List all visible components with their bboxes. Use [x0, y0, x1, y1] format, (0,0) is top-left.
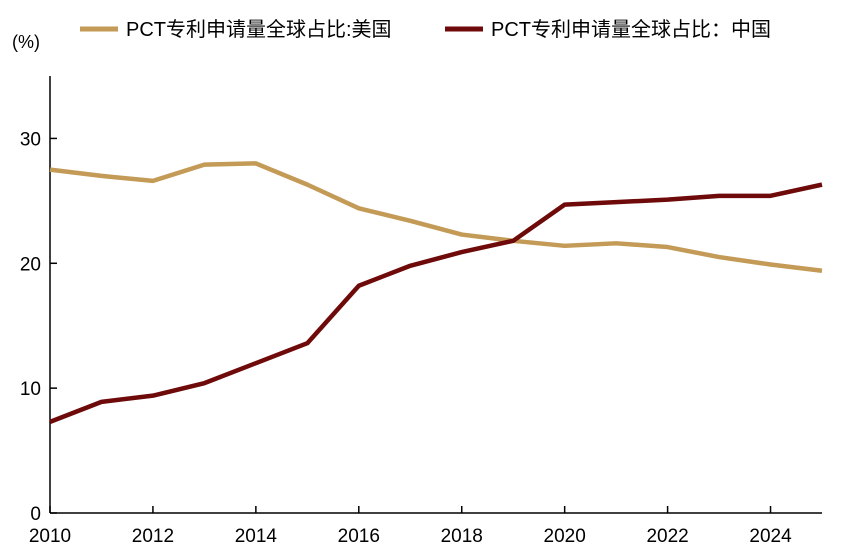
series-line-china: [49, 182, 823, 424]
x-tick-label: 2024: [749, 526, 792, 547]
y-tick-label: 10: [20, 379, 41, 400]
legend-label-usa: PCT专利申请量全球占比:美国: [126, 18, 392, 41]
x-tick-label: 2022: [646, 526, 688, 547]
series-line-usa: [49, 161, 823, 274]
y-ticks: 0 10 20 30: [20, 129, 57, 525]
y-unit-label: (%): [12, 32, 40, 52]
x-tick-label: 2012: [132, 526, 174, 547]
x-tick-label: 2016: [338, 526, 380, 547]
x-tick-label: 2020: [544, 526, 586, 547]
legend: PCT专利申请量全球占比:美国 PCT专利申请量全球占比：中国: [80, 18, 771, 41]
y-tick-label: 30: [20, 129, 41, 150]
legend-label-china: PCT专利申请量全球占比：中国: [491, 18, 771, 41]
x-ticks: 2010 2012 2014 2016 2018 2020 2022 2024: [29, 506, 792, 547]
y-tick-label: 20: [20, 254, 41, 275]
x-tick-label: 2018: [441, 526, 483, 547]
y-tick-label: 0: [30, 504, 41, 525]
x-tick-label: 2010: [29, 526, 71, 547]
x-tick-label: 2014: [235, 526, 278, 547]
series-group: [49, 161, 823, 424]
